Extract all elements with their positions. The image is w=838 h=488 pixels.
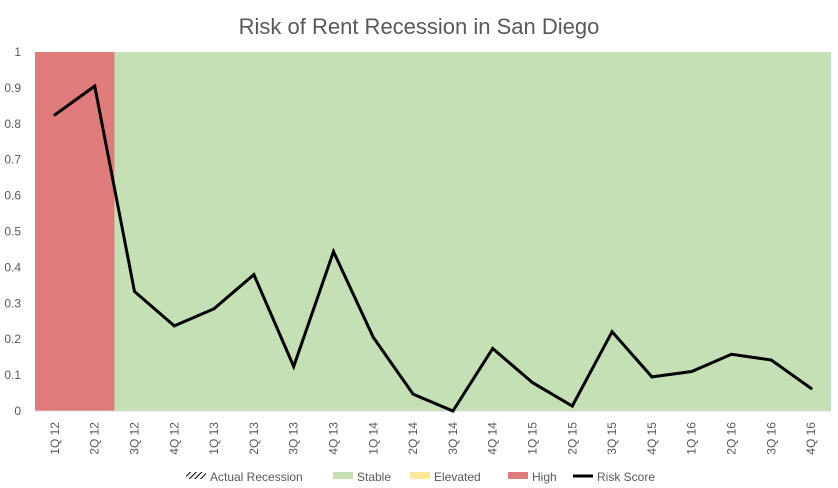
data-point (451, 409, 455, 413)
x-tick-label: 3Q 15 (605, 422, 619, 455)
legend-label: High (532, 470, 557, 484)
data-point (212, 307, 216, 311)
y-tick-label: 0.7 (4, 153, 21, 167)
chart-title: Risk of Rent Recession in San Diego (239, 14, 600, 39)
x-tick-label: 2Q 12 (88, 422, 102, 455)
legend-label: Risk Score (597, 470, 655, 484)
y-tick-label: 0.3 (4, 296, 21, 310)
series-layer (53, 83, 813, 413)
data-point (292, 364, 296, 368)
legend-item: High (508, 470, 557, 484)
data-point (531, 381, 534, 385)
x-tick-label: 4Q 15 (645, 422, 659, 455)
legend-item: Stable (333, 470, 391, 484)
data-point (610, 330, 614, 334)
x-tick-label: 1Q 13 (207, 422, 221, 455)
y-tick-label: 0.4 (4, 260, 21, 274)
data-point (491, 347, 495, 351)
x-tick-label: 1Q 16 (685, 422, 699, 455)
y-tick-label: 0.8 (4, 117, 21, 131)
axes: 0 0.1 0.2 0.3 0.4 0.5 0.6 0.7 0.8 0.9 1 1Q 12 2Q 12 3… (4, 45, 831, 455)
data-point (332, 250, 335, 254)
data-point (690, 370, 694, 374)
x-tick-label: 2Q 15 (565, 422, 579, 455)
x-tick-label: 3Q 16 (764, 422, 778, 455)
legend-label: Stable (357, 470, 391, 484)
y-tick-label: 1 (14, 45, 21, 59)
y-tick-label: 0.6 (4, 189, 21, 203)
band-high (35, 52, 115, 411)
x-tick-label: 2Q 14 (406, 422, 420, 455)
data-point (133, 289, 136, 293)
legend-label: Actual Recession (210, 470, 303, 484)
x-tick-label: 3Q 13 (287, 422, 301, 455)
legend-swatch (508, 472, 528, 479)
data-point (769, 358, 773, 362)
x-tick-label: 4Q 12 (167, 422, 181, 455)
x-tick-label: 2Q 16 (725, 422, 739, 455)
data-point (53, 113, 57, 117)
data-point (730, 352, 733, 356)
data-point (172, 324, 176, 328)
series-line-risk-score (54, 83, 812, 413)
x-tick-label: 3Q 14 (446, 422, 460, 455)
y-tick-label: 0.9 (4, 81, 21, 95)
y-tick-label: 0.5 (4, 225, 21, 239)
background-bands (35, 52, 832, 411)
y-tick-label: 0 (14, 404, 21, 418)
x-tick-label: 1Q 12 (48, 422, 62, 455)
y-tick-label: 0.1 (4, 368, 21, 382)
data-point (411, 392, 415, 396)
data-point (371, 335, 375, 339)
legend-swatch-hatch (186, 472, 206, 479)
x-tick-label: 1Q 14 (366, 422, 380, 455)
data-point (570, 404, 574, 408)
x-tick-label: 4Q 14 (486, 422, 500, 455)
data-point (93, 84, 97, 88)
data-point (650, 375, 654, 379)
legend-swatch (410, 472, 430, 479)
legend-swatch (333, 472, 353, 479)
legend-item: Risk Score (573, 470, 655, 484)
x-tick-label: 3Q 12 (128, 422, 142, 455)
legend: Actual Recession Stable Elevated High Risk S… (186, 470, 655, 484)
x-tick-label: 1Q 15 (526, 422, 540, 455)
x-tick-label: 2Q 13 (247, 422, 261, 455)
data-point (809, 386, 813, 390)
y-tick-label: 0.2 (4, 332, 21, 346)
legend-item: Actual Recession (186, 470, 303, 484)
band-stable (114, 52, 832, 411)
legend-label: Elevated (434, 470, 481, 484)
data-point (252, 273, 256, 277)
legend-item: Elevated (410, 470, 481, 484)
x-tick-label: 4Q 13 (327, 422, 341, 455)
x-tick-label: 4Q 16 (804, 422, 818, 455)
